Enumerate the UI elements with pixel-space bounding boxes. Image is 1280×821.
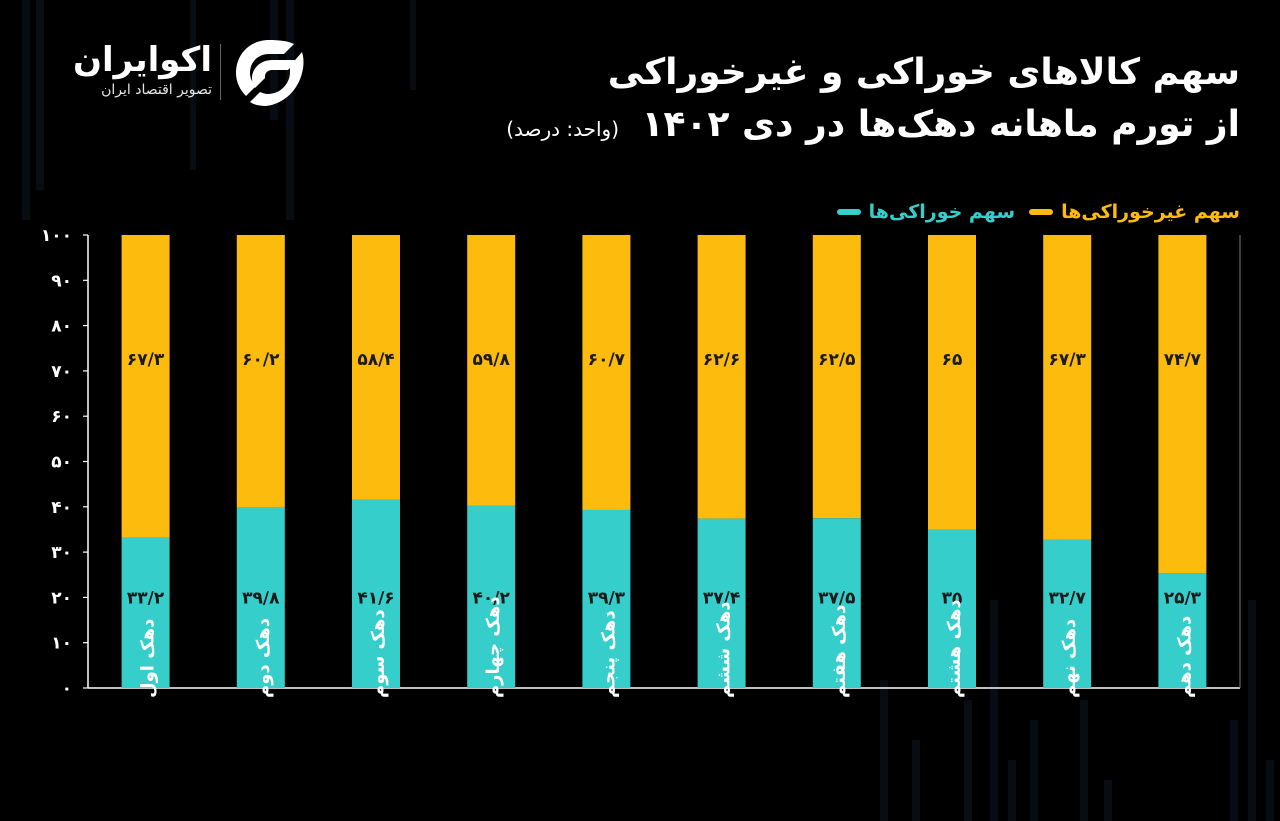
unit-label: (واحد: درصد) [506, 117, 620, 141]
logo: اکوایران تصویر اقتصاد ایران [52, 38, 312, 108]
bar-nonfood [236, 235, 285, 508]
bar-nonfood [352, 235, 400, 500]
y-tick-label: ۶۰ [51, 407, 72, 427]
data-label-food: ۴۱/۶ [357, 588, 394, 608]
data-label-food: ۳۷/۵ [818, 588, 855, 608]
category-label: دهک سوم [368, 609, 389, 698]
category-label: دهک نهم [1059, 619, 1080, 698]
bar-food [1158, 573, 1207, 688]
bar-nonfood [467, 235, 516, 506]
bar-nonfood [812, 235, 861, 519]
bar-food [812, 518, 861, 688]
bar-nonfood [928, 235, 976, 530]
bar-nonfood [121, 235, 170, 538]
data-label-food: ۴۰/۲ [473, 588, 511, 608]
category-label: دهک دهم [1174, 616, 1195, 698]
bar-nonfood [1158, 235, 1207, 574]
data-label-nonfood: ۶۷/۳ [127, 350, 165, 370]
chart-subtitle: از تورم ماهانه دهک‌ها در دی ۱۴۰۲ [641, 104, 1240, 145]
y-tick-label: ۱۰ [51, 634, 72, 654]
data-label-food: ۳۳/۲ [127, 588, 165, 608]
logo-divider [220, 44, 221, 100]
bar-nonfood [582, 235, 631, 510]
category-label: دهک دوم [253, 618, 274, 698]
data-label-nonfood: ۶۲/۶ [703, 350, 740, 370]
chart-title-block: سهم کالاهای خوراکی و غیرخوراکی از تورم م… [460, 48, 1240, 156]
data-label-nonfood: ۶۲/۵ [818, 350, 855, 370]
y-tick-label: ۸۰ [51, 317, 72, 337]
legend-label-food: سهم خوراکی‌ها [868, 201, 1016, 223]
bar-food [1043, 539, 1092, 688]
data-label-nonfood: ۵۸/۴ [357, 350, 394, 370]
y-tick-label: ۴۰ [51, 498, 72, 518]
logo-mark-icon [236, 40, 304, 106]
category-label: دهک هفتم [829, 605, 850, 698]
y-tick-label: ۰ [62, 679, 72, 699]
bar-food [467, 505, 516, 688]
bar-nonfood [697, 235, 746, 519]
data-label-food: ۳۲/۷ [1049, 588, 1087, 608]
logo-name: اکوایران [73, 40, 212, 80]
y-tick-label: ۷۰ [51, 362, 72, 382]
bar-food [928, 529, 976, 688]
data-label-nonfood: ۶۵ [942, 350, 963, 370]
bar-food [697, 518, 746, 688]
bar-food [582, 509, 631, 688]
data-label-food: ۳۵ [942, 588, 963, 608]
data-label-nonfood: ۶۷/۳ [1049, 350, 1087, 370]
category-label: دهک اول [138, 619, 159, 698]
y-tick-label: ۵۰ [51, 453, 72, 473]
y-tick-label: ۲۰ [51, 588, 72, 608]
logo-tagline: تصویر اقتصاد ایران [101, 82, 212, 98]
data-label-nonfood: ۷۴/۷ [1164, 350, 1202, 370]
y-tick-label: ۹۰ [51, 271, 72, 291]
chart-title: سهم کالاهای خوراکی و غیرخوراکی [607, 52, 1240, 93]
bar-food [352, 499, 400, 688]
y-tick-label: ۱۰۰ [41, 226, 72, 246]
data-label-food: ۲۵/۳ [1164, 588, 1202, 608]
legend-item-food: سهم خوراکی‌ها [836, 201, 1016, 223]
bar-nonfood [1043, 235, 1092, 540]
data-label-food: ۳۷/۴ [703, 588, 740, 608]
legend-swatch-nonfood [1029, 209, 1054, 215]
data-label-nonfood: ۶۰/۷ [588, 350, 626, 370]
data-label-food: ۳۹/۳ [588, 588, 626, 608]
category-label: دهک ششم [714, 601, 735, 698]
legend: سهم غیرخوراکی‌ها سهم خوراکی‌ها [836, 198, 1240, 226]
category-label: دهک چهارم [483, 596, 504, 698]
y-tick-label: ۳۰ [51, 543, 72, 563]
bar-food [236, 507, 285, 688]
data-label-nonfood: ۶۰/۲ [242, 350, 280, 370]
data-label-nonfood: ۵۹/۸ [473, 350, 511, 370]
bar-food [121, 537, 170, 688]
category-label: دهک هشتم [944, 599, 965, 698]
legend-item-nonfood: سهم غیرخوراکی‌ها [1029, 201, 1240, 223]
legend-label-nonfood: سهم غیرخوراکی‌ها [1061, 201, 1240, 223]
data-label-food: ۳۹/۸ [242, 588, 280, 608]
category-label: دهک پنجم [598, 610, 619, 698]
legend-swatch-food [836, 209, 861, 215]
